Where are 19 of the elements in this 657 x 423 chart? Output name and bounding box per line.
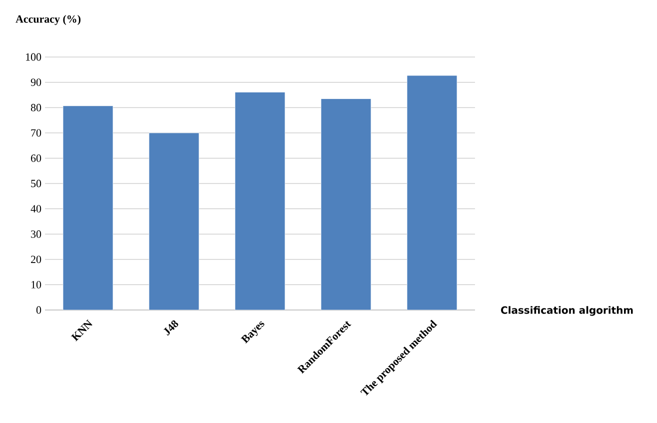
y-tick-label: 100 <box>26 53 42 61</box>
y-tick-label: 70 <box>31 129 42 137</box>
bar <box>62 106 114 310</box>
bar <box>148 132 200 310</box>
y-tick-label: 90 <box>30 78 42 86</box>
x-axis-title: Classification algorithm <box>501 306 633 316</box>
y-tick-label: 0 <box>36 306 42 314</box>
x-tick-label: J48 <box>164 320 178 336</box>
bar <box>320 98 372 310</box>
y-tick-label: 60 <box>30 154 42 162</box>
bar <box>234 92 286 310</box>
y-tick-label: 10 <box>31 281 42 288</box>
y-tick-label: 30 <box>31 230 42 238</box>
y-tick-label: 50 <box>31 180 42 188</box>
y-tick-label: 40 <box>30 205 42 212</box>
y-axis-title: Accuracy (%) <box>16 15 80 25</box>
bar <box>406 75 458 310</box>
y-tick-label: 80 <box>30 104 42 112</box>
y-tick-label: 20 <box>31 256 42 264</box>
